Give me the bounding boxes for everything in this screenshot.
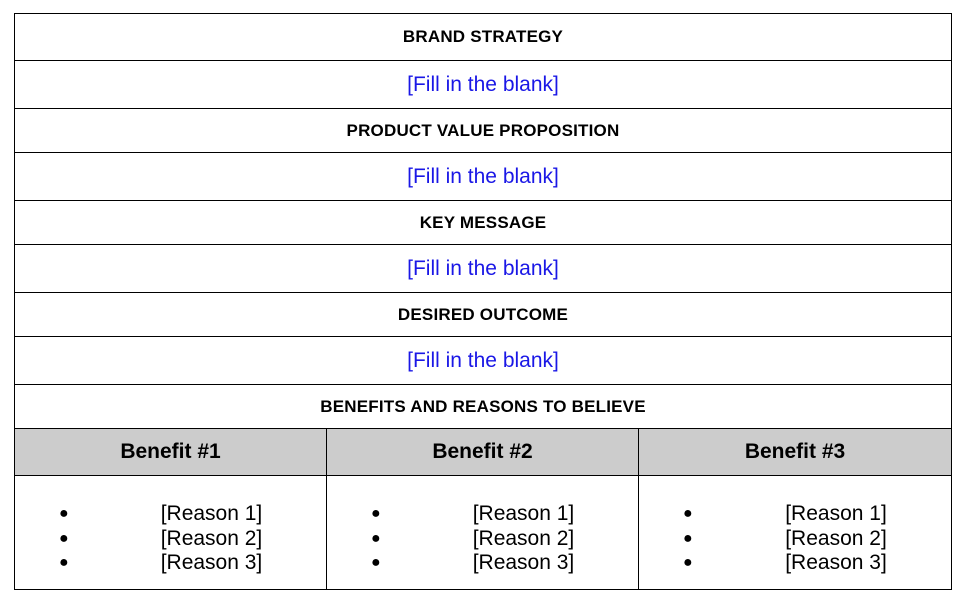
brand-strategy-heading-row: BRAND STRATEGY	[13, 13, 953, 61]
reason-text: [Reason 2]	[160, 526, 263, 550]
bullet-icon: ●	[683, 529, 693, 547]
list-item: ● [Reason 3]	[371, 551, 638, 576]
bullet-icon: ●	[371, 505, 381, 523]
bullet-icon: ●	[59, 554, 69, 572]
value-proposition-value-row: [Fill in the blank]	[13, 152, 953, 201]
list-item: ● [Reason 1]	[683, 502, 951, 527]
bullet-icon: ●	[371, 554, 381, 572]
list-item: ● [Reason 2]	[371, 527, 638, 552]
bullet-icon: ●	[683, 505, 693, 523]
benefit-1-reason-list: ● [Reason 1] ● [Reason 2] ● [Reason 3]	[15, 489, 326, 576]
benefit-3-title: Benefit #3	[637, 428, 953, 476]
benefit-1-title: Benefit #1	[14, 428, 327, 476]
list-item: ● [Reason 2]	[683, 527, 951, 552]
value-proposition-value[interactable]: [Fill in the blank]	[13, 152, 953, 201]
reason-text: [Reason 3]	[160, 551, 263, 575]
bullet-icon: ●	[371, 529, 381, 547]
brand-strategy-heading: BRAND STRATEGY	[13, 13, 953, 61]
key-message-heading: KEY MESSAGE	[13, 200, 953, 245]
key-message-value[interactable]: [Fill in the blank]	[13, 244, 953, 293]
value-proposition-heading-row: PRODUCT VALUE PROPOSITION	[13, 108, 953, 153]
bullet-icon: ●	[59, 529, 69, 547]
reason-text: [Reason 1]	[472, 502, 575, 526]
desired-outcome-heading: DESIRED OUTCOME	[13, 292, 953, 337]
list-item: ● [Reason 3]	[683, 551, 951, 576]
reason-text: [Reason 3]	[472, 551, 575, 575]
benefit-reasons-row: ● [Reason 1] ● [Reason 2] ● [Reason 3] ● [Re…	[14, 475, 953, 590]
brand-strategy-value[interactable]: [Fill in the blank]	[13, 60, 953, 109]
benefit-2-reason-list: ● [Reason 1] ● [Reason 2] ● [Reason 3]	[327, 489, 638, 576]
benefit-2-title: Benefit #2	[326, 428, 639, 476]
reason-text: [Reason 1]	[160, 502, 263, 526]
reason-text: [Reason 2]	[472, 526, 575, 550]
benefits-heading: BENEFITS AND REASONS TO BELIEVE	[13, 384, 953, 429]
desired-outcome-value[interactable]: [Fill in the blank]	[13, 336, 953, 385]
value-proposition-heading: PRODUCT VALUE PROPOSITION	[13, 108, 953, 153]
list-item: ● [Reason 1]	[371, 502, 638, 527]
benefit-3-reason-list: ● [Reason 1] ● [Reason 2] ● [Reason 3]	[639, 489, 951, 576]
brand-strategy-value-row: [Fill in the blank]	[13, 60, 953, 109]
benefit-titles-row: Benefit #1 Benefit #2 Benefit #3	[14, 428, 953, 476]
benefit-1-reasons-cell[interactable]: ● [Reason 1] ● [Reason 2] ● [Reason 3]	[14, 475, 327, 590]
benefit-2-reasons-cell[interactable]: ● [Reason 1] ● [Reason 2] ● [Reason 3]	[326, 475, 639, 590]
creative-brief-table: BRAND STRATEGY [Fill in the blank] PRODU…	[13, 13, 953, 590]
desired-outcome-value-row: [Fill in the blank]	[13, 336, 953, 385]
key-message-heading-row: KEY MESSAGE	[13, 200, 953, 245]
creative-brief-table-frame: BRAND STRATEGY [Fill in the blank] PRODU…	[13, 13, 953, 590]
bullet-icon: ●	[683, 554, 693, 572]
bullet-icon: ●	[59, 505, 69, 523]
list-item: ● [Reason 3]	[59, 551, 326, 576]
desired-outcome-heading-row: DESIRED OUTCOME	[13, 292, 953, 337]
benefit-3-reasons-cell[interactable]: ● [Reason 1] ● [Reason 2] ● [Reason 3]	[637, 475, 953, 590]
reason-text: [Reason 3]	[785, 551, 887, 575]
reason-text: [Reason 1]	[785, 502, 887, 526]
key-message-value-row: [Fill in the blank]	[13, 244, 953, 293]
list-item: ● [Reason 1]	[59, 502, 326, 527]
reason-text: [Reason 2]	[785, 526, 887, 550]
benefits-heading-row: BENEFITS AND REASONS TO BELIEVE	[13, 384, 953, 429]
list-item: ● [Reason 2]	[59, 527, 326, 552]
